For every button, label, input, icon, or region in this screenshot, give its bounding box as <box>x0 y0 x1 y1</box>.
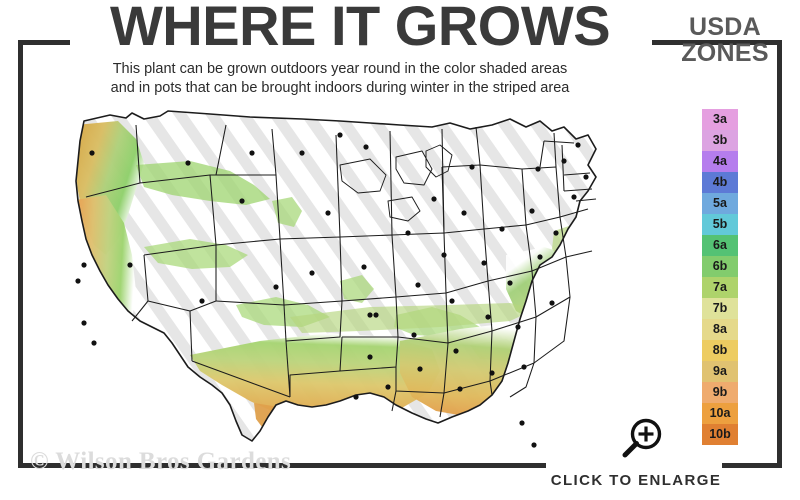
legend-swatch-9b: 9b <box>702 382 738 403</box>
frame-border-left <box>18 40 23 468</box>
legend-swatch-label: 6a <box>713 238 727 252</box>
map-state-boundaries <box>75 110 597 442</box>
legend-swatch-8a: 8a <box>702 319 738 340</box>
subtitle-line-1: This plant can be grown outdoors year ro… <box>112 61 568 77</box>
legend-swatch-4a: 4a <box>702 151 738 172</box>
legend-title: USDA ZONES <box>660 14 790 66</box>
legend-swatch-label: 6b <box>712 259 728 273</box>
legend-swatch-label: 7a <box>713 280 727 294</box>
watermark-credit: © Wilson Bros Gardens <box>30 448 292 475</box>
legend-swatch-label: 5b <box>712 217 728 231</box>
legend-swatch-6a: 6a <box>702 235 738 256</box>
legend-swatch-6b: 6b <box>702 256 738 277</box>
legend-swatch-label: 9b <box>712 385 728 399</box>
legend-swatch-8b: 8b <box>702 340 738 361</box>
legend-swatch-label: 7b <box>712 301 728 315</box>
legend-swatch-label: 8a <box>713 322 727 336</box>
legend-swatch-label: 3b <box>712 133 728 147</box>
legend-swatch-7a: 7a <box>702 277 738 298</box>
legend-title-line-2: ZONES <box>681 39 769 67</box>
magnifier-plus-icon[interactable] <box>618 418 664 462</box>
page-subtitle: This plant can be grown outdoors year ro… <box>40 60 640 98</box>
page-title: WHERE IT GROWS <box>109 0 611 57</box>
frame-border-right <box>777 40 782 468</box>
legend-swatch-label: 9a <box>713 364 727 378</box>
subtitle-line-2: and in pots that can be brought indoors … <box>110 80 570 96</box>
legend-swatch-label: 10b <box>709 427 731 441</box>
legend-swatch-label: 5a <box>713 196 727 210</box>
usa-map-svg <box>75 110 597 448</box>
legend-swatch-7b: 7b <box>702 298 738 319</box>
legend-swatch-label: 8b <box>712 343 728 357</box>
frame-border-bottom-right <box>722 463 782 468</box>
click-to-enlarge-label[interactable]: CLICK TO ENLARGE <box>550 472 722 489</box>
legend-swatch-4b: 4b <box>702 172 738 193</box>
usda-zone-map[interactable] <box>40 105 660 465</box>
legend-swatch-label: 10a <box>709 406 731 420</box>
legend-swatch-3b: 3b <box>702 130 738 151</box>
legend-swatch-5b: 5b <box>702 214 738 235</box>
frame-border-top-left <box>18 40 70 45</box>
legend-swatch-label: 4b <box>712 175 728 189</box>
frame-border-bottom-left <box>18 463 546 468</box>
frame-border-top-right <box>652 40 782 45</box>
legend-swatch-10a: 10a <box>702 403 738 424</box>
legend-swatch-label: 4a <box>713 154 727 168</box>
legend-title-line-1: USDA <box>688 13 762 41</box>
legend-swatch-3a: 3a <box>702 109 738 130</box>
legend-swatch-9a: 9a <box>702 361 738 382</box>
legend-swatch-10b: 10b <box>702 424 738 445</box>
legend-swatch-5a: 5a <box>702 193 738 214</box>
map-city-dots <box>75 132 589 448</box>
legend-swatch-label: 3a <box>713 112 727 126</box>
usda-zone-legend: 3a 3b 4a 4b 5a 5b 6a 6b 7a 7b 8a 8b 9a 9b 10a 10b <box>702 109 738 445</box>
